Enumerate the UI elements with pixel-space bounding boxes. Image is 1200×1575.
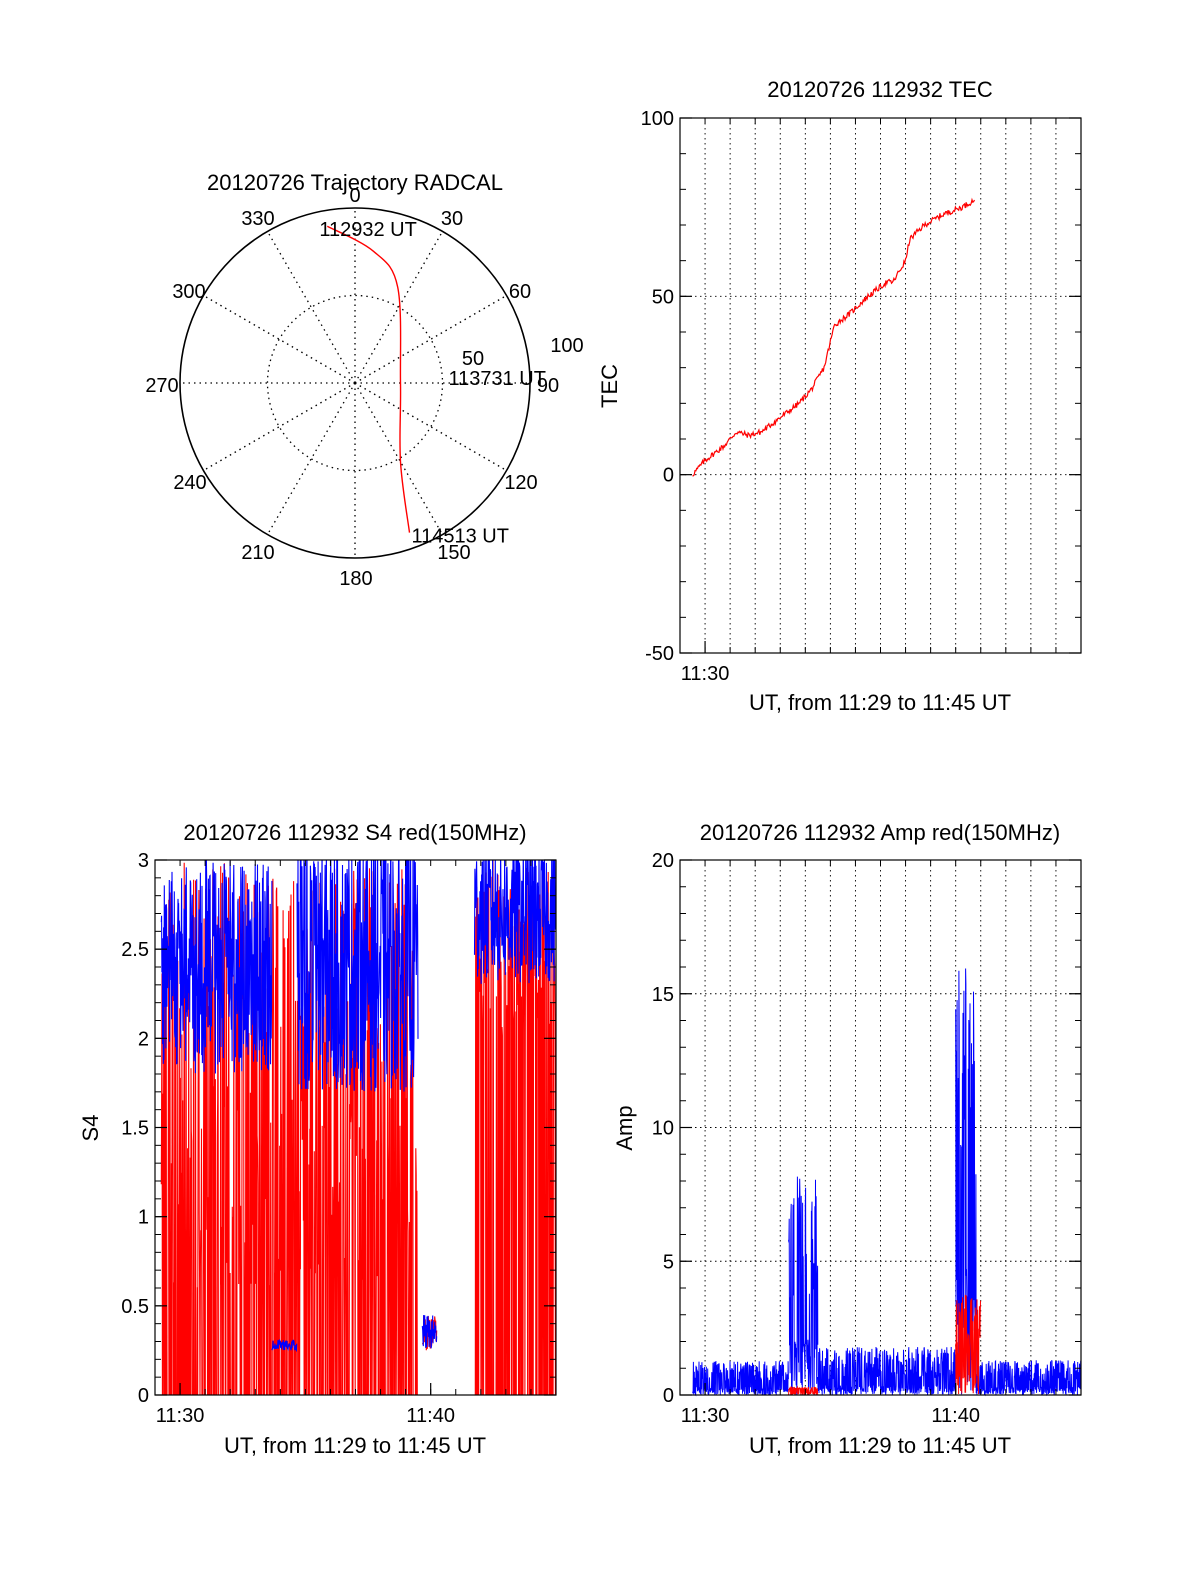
tec-xlabel: UT, from 11:29 to 11:45 UT — [749, 690, 1011, 715]
s4-ytick-label: 0.5 — [121, 1296, 149, 1318]
polar-radius-label-50: 50 — [462, 348, 484, 370]
amp-xlabel: UT, from 11:29 to 11:45 UT — [749, 1433, 1011, 1458]
tec-plot-frame — [679, 117, 1082, 654]
amp-series-blue — [692, 968, 1082, 1397]
tec-ylabel: TEC — [597, 364, 622, 408]
s4-series-blue — [160, 860, 556, 1353]
amp-panel: 20120726 112932 Amp red(150MHz) Amp UT, … — [612, 820, 1082, 1458]
trajectory-polar-panel: 20120726 Trajectory RADCAL 0 30 60 90 120 150… — [145, 170, 583, 590]
trajectory-annotation-2: 113731 UT — [449, 368, 546, 390]
amp-xtick-label: 11:40 — [931, 1405, 980, 1427]
tec-xtick-label: 11:30 — [681, 663, 730, 685]
s4-xtick-label: 11:30 — [156, 1405, 205, 1427]
s4-plot-frame — [154, 859, 557, 1396]
s4-ytick-label: 2 — [138, 1028, 149, 1050]
polar-angle-label-180: 180 — [339, 568, 372, 590]
polar-angle-label-30: 30 — [441, 208, 463, 230]
tec-ytick-label: 0 — [663, 465, 674, 487]
polar-angle-label-330: 330 — [241, 208, 274, 230]
tec-panel: 20120726 112932 TEC TEC UT, from 11:29 t… — [597, 77, 1082, 715]
tec-ytick-label: 50 — [652, 286, 674, 308]
trajectory-annotation-3: 114513 UT — [411, 526, 508, 548]
trajectory-line — [326, 225, 411, 533]
amp-ytick-label: 15 — [652, 984, 674, 1006]
polar-spoke-210 — [266, 382, 356, 535]
amp-plot-frame — [679, 859, 1082, 1396]
amp-series-red — [788, 1294, 981, 1396]
amp-ylabel: Amp — [612, 1105, 637, 1150]
polar-spoke-150 — [354, 382, 444, 535]
polar-angle-label-300: 300 — [172, 281, 205, 303]
trajectory-annotation-1: 112932 UT — [319, 219, 416, 241]
polar-angle-label-120: 120 — [504, 472, 537, 494]
polar-angle-label-270: 270 — [145, 375, 178, 397]
tec-ytick-label: -50 — [645, 643, 674, 665]
amp-ytick-label: 10 — [652, 1118, 674, 1140]
polar-angle-label-210: 210 — [241, 542, 274, 564]
trajectory-title: 20120726 Trajectory RADCAL — [207, 170, 503, 195]
amp-title: 20120726 112932 Amp red(150MHz) — [700, 820, 1060, 845]
s4-xtick-label: 11:40 — [406, 1405, 455, 1427]
amp-ytick-label: 20 — [652, 850, 674, 872]
tec-ytick-label: 100 — [641, 108, 674, 130]
s4-ytick-label: 3 — [138, 850, 149, 872]
s4-panel: 20120726 112932 S4 red(150MHz) S4 UT, fr… — [78, 820, 557, 1458]
polar-outer-ring — [179, 207, 531, 559]
s4-title: 20120726 112932 S4 red(150MHz) — [183, 820, 526, 845]
polar-angle-label-60: 60 — [509, 281, 531, 303]
polar-angle-label-240: 240 — [173, 472, 206, 494]
tec-title: 20120726 112932 TEC — [767, 77, 993, 102]
s4-ytick-label: 1.5 — [121, 1118, 149, 1140]
polar-angle-label-0: 0 — [349, 185, 360, 207]
s4-ylabel: S4 — [78, 1115, 103, 1142]
s4-ytick-label: 2.5 — [121, 939, 149, 961]
s4-ytick-label: 0 — [138, 1385, 149, 1407]
polar-spoke-240 — [203, 382, 356, 472]
amp-ytick-label: 5 — [663, 1251, 674, 1273]
polar-radius-label-100: 100 — [550, 335, 583, 357]
polar-spoke-120 — [354, 382, 507, 472]
amp-ytick-label: 0 — [663, 1385, 674, 1407]
polar-spoke-330 — [266, 231, 356, 384]
s4-ytick-label: 1 — [138, 1207, 149, 1229]
polar-ring-50 — [266, 294, 444, 472]
tec-series-line — [692, 197, 976, 477]
amp-xtick-label: 11:30 — [681, 1405, 730, 1427]
s4-xlabel: UT, from 11:29 to 11:45 UT — [224, 1433, 486, 1458]
polar-angle-label-150: 150 — [437, 542, 470, 564]
polar-angle-label-90: 90 — [537, 375, 559, 397]
